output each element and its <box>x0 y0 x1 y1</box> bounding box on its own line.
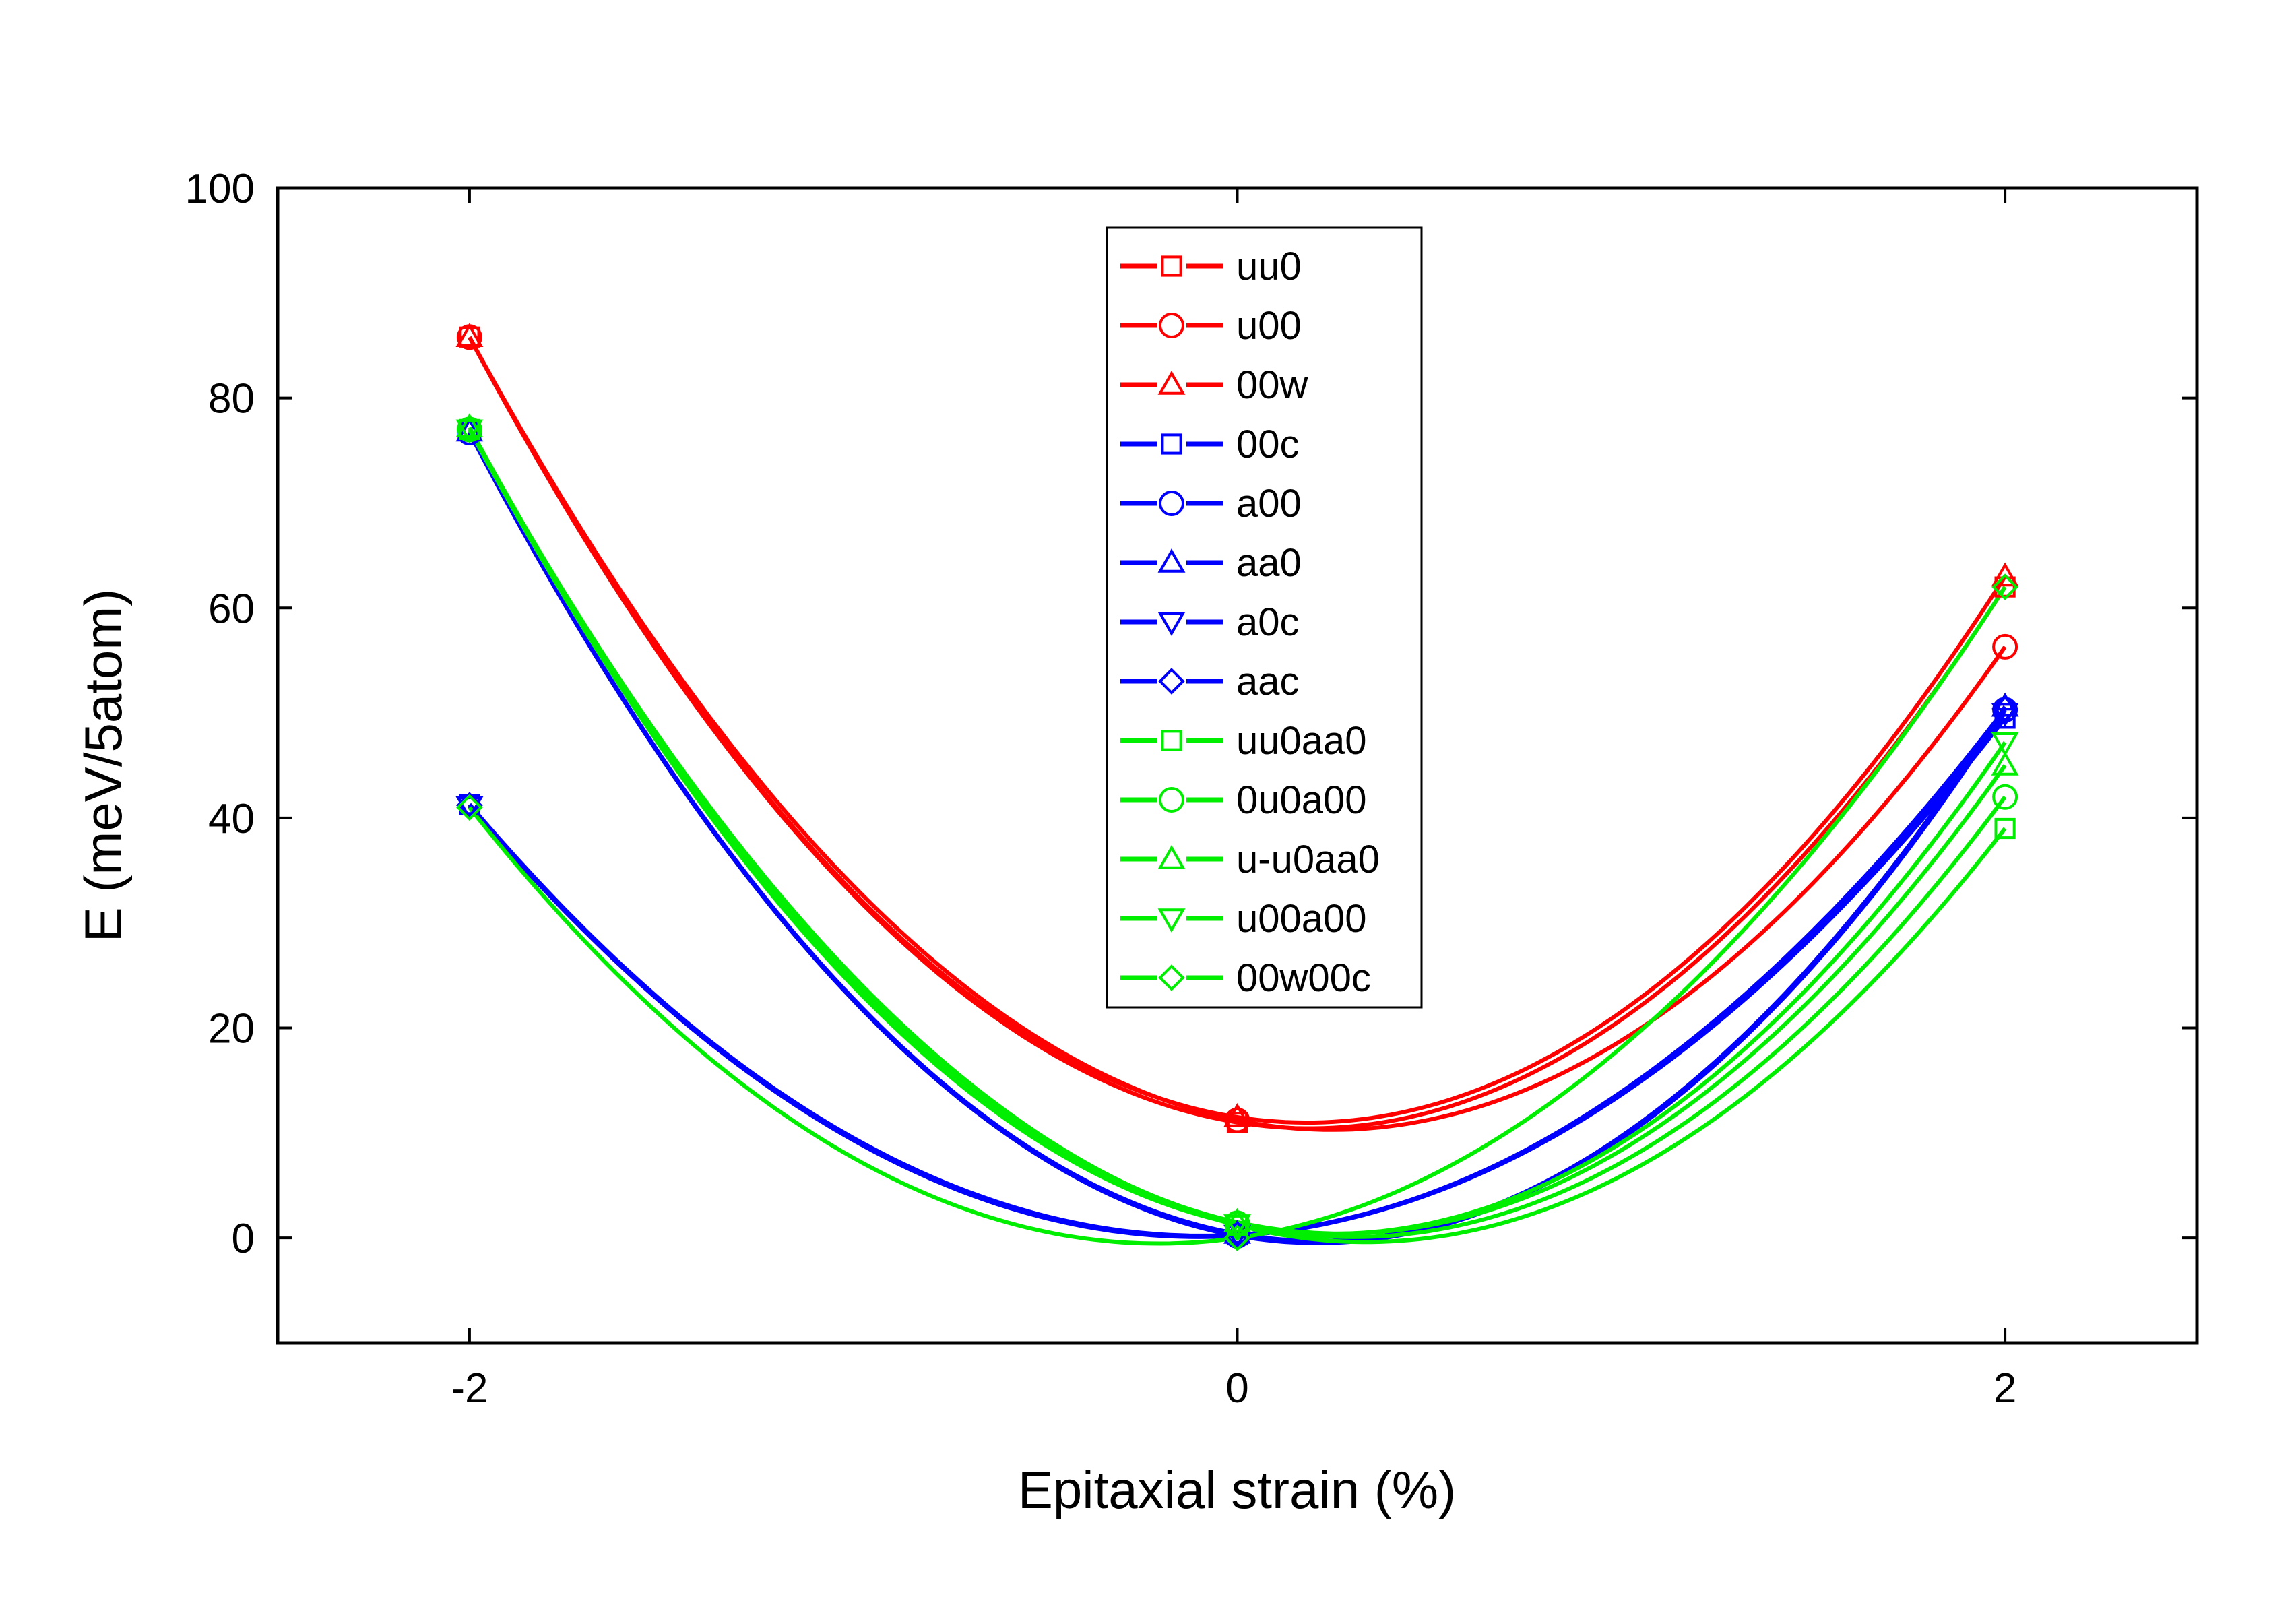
data-point-00w00c <box>1223 1224 1251 1252</box>
legend-label: a00 <box>1236 482 1302 526</box>
legend-marker <box>1161 255 1182 277</box>
legend-item-u00: u00 <box>1120 304 1302 348</box>
legend-marker <box>1161 730 1182 751</box>
series-points-u00a00 <box>455 419 2019 1238</box>
x-tick-label: -2 <box>451 1365 488 1412</box>
legend-marker <box>1157 370 1186 395</box>
data-point-uu0aa0 <box>1994 817 2016 840</box>
legend-marker <box>1157 844 1186 869</box>
legend-label: 00w <box>1236 363 1309 407</box>
series-line-00w <box>468 336 2007 1125</box>
legend-label: u00a00 <box>1236 897 1367 941</box>
data-point-aac <box>1991 695 2018 722</box>
legend-item-aa0: aa0 <box>1120 541 1302 585</box>
legend-label: uu0 <box>1236 245 1302 288</box>
legend-marker-bg <box>1157 490 1186 517</box>
legend-item-00w: 00w <box>1120 363 1309 407</box>
legend-marker-bg <box>1157 786 1186 813</box>
legend-item-a00: a00 <box>1120 482 1302 526</box>
data-point-u00a00 <box>455 419 484 444</box>
data-point-u00a00 <box>1991 732 2019 757</box>
legend-item-uu0: uu0 <box>1120 245 1302 288</box>
legend-label: 0u0a00 <box>1236 778 1367 822</box>
legend-label: 00w00c <box>1236 956 1371 1000</box>
y-tick-label: 0 <box>232 1216 255 1262</box>
data-point-u-u0aa0 <box>1991 751 2019 776</box>
data-point-u00 <box>1224 1107 1250 1133</box>
series-points-00w00c <box>456 573 2018 1252</box>
data-point-u00 <box>1992 633 2018 660</box>
legend-marker <box>1157 908 1186 933</box>
legend-label: 00c <box>1236 422 1300 466</box>
legend-marker <box>1159 787 1184 813</box>
x-axis-title: Epitaxial strain (%) <box>1018 1460 1456 1519</box>
data-point-0u0a00 <box>1992 784 2018 810</box>
y-tick-label: 80 <box>208 376 255 422</box>
data-point-uu0 <box>1994 576 2016 598</box>
legend-marker <box>1157 548 1186 573</box>
legend-marker <box>1158 964 1185 991</box>
legend-item-00c: 00c <box>1120 422 1300 466</box>
series-markers <box>455 323 2019 1252</box>
data-point-00w00c <box>1991 573 2018 600</box>
data-point-00w <box>1991 562 2019 587</box>
legend-label: aac <box>1236 660 1300 703</box>
legend-marker <box>1158 668 1185 695</box>
data-point-u-u0aa0 <box>455 413 484 438</box>
data-point-00w <box>1223 1102 1251 1127</box>
legend-item-aac: aac <box>1120 660 1300 703</box>
series-points-u00 <box>456 324 2018 1133</box>
data-point-00w00c <box>456 794 483 821</box>
data-point-00w <box>455 323 484 348</box>
legend-label: u00 <box>1236 304 1302 348</box>
series-points-u-u0aa0 <box>455 413 2019 1232</box>
legend-marker <box>1157 612 1186 637</box>
series-points-00w <box>455 323 2019 1127</box>
x-tick-label: 0 <box>1225 1365 1248 1412</box>
legend-label: uu0aa0 <box>1236 719 1367 763</box>
legend-item-u00a00: u00a00 <box>1120 897 1367 941</box>
x-tick-label: 2 <box>1994 1365 2016 1412</box>
legend-item-00w00c: 00w00c <box>1120 956 1371 1000</box>
x-axis-ticks: -2 0 2 <box>451 188 2016 1412</box>
legend-marker-bg <box>1157 312 1186 339</box>
data-point-aac <box>456 792 483 819</box>
legend-item-uu0aa0: uu0aa0 <box>1120 719 1367 763</box>
y-tick-label: 20 <box>208 1006 255 1052</box>
data-point-u00a00 <box>1223 1214 1251 1238</box>
legend-marker <box>1159 491 1184 516</box>
legend-label: aa0 <box>1236 541 1302 585</box>
y-tick-label: 60 <box>208 586 255 632</box>
y-tick-label: 100 <box>185 166 255 212</box>
data-point-u-u0aa0 <box>1223 1207 1251 1232</box>
legend-item-u-u0aa0: u-u0aa0 <box>1120 838 1380 881</box>
legend-marker <box>1161 433 1182 455</box>
y-tick-label: 40 <box>208 796 255 842</box>
legend-item-a0c: a0c <box>1120 600 1300 644</box>
legend-label: u-u0aa0 <box>1236 838 1380 881</box>
y-axis-ticks: 0 20 40 60 80 100 <box>185 166 2197 1262</box>
legend-marker <box>1159 313 1184 338</box>
series-line-u00 <box>468 336 2007 1132</box>
legend-item-0u0a00: 0u0a00 <box>1120 778 1367 822</box>
y-axis-title: E (meV/5atom) <box>73 589 133 942</box>
legend-label: a0c <box>1236 600 1300 644</box>
legend: uu0u0000w00ca00aa0a0caacuu0aa00u0a00u-u0… <box>1106 226 1423 1009</box>
